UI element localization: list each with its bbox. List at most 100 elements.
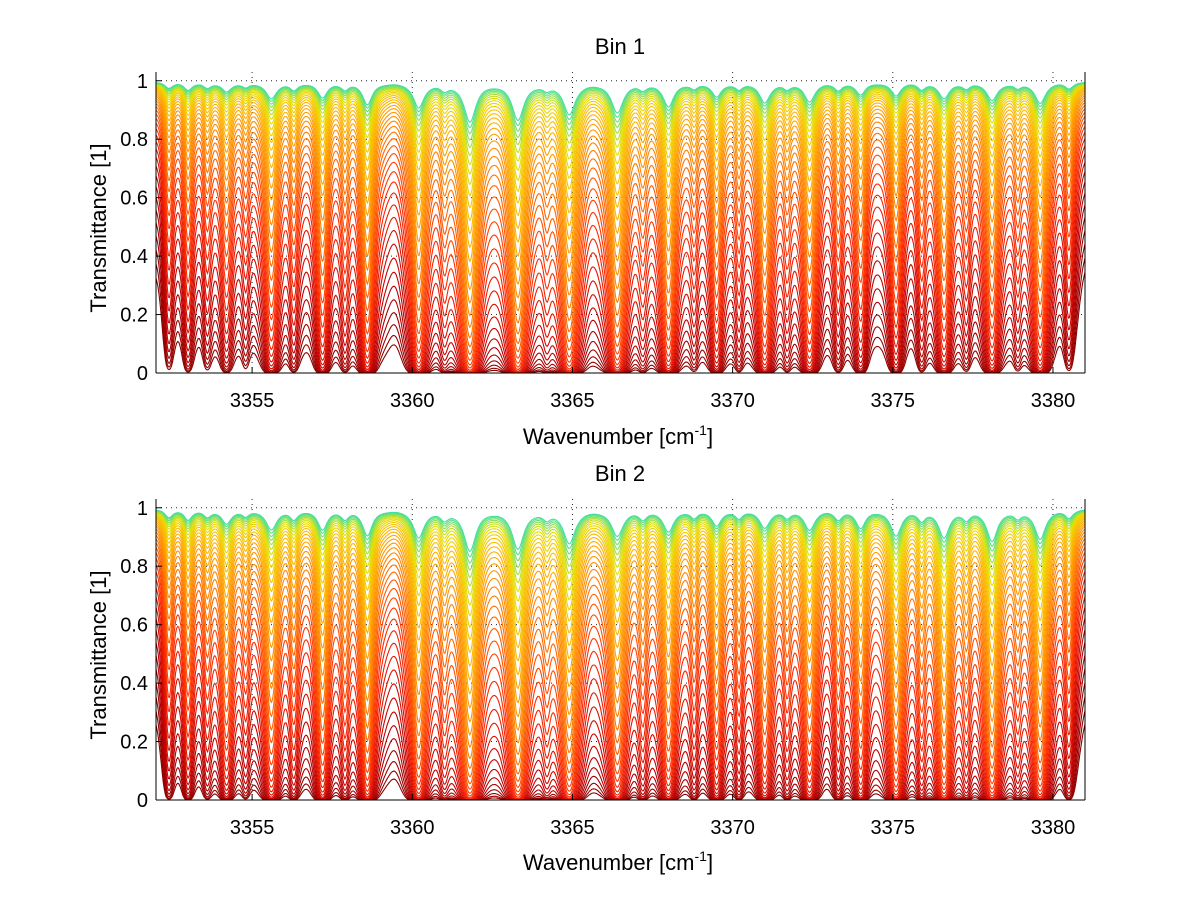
- series-line: [155, 596, 1086, 801]
- series-line: [155, 108, 1086, 348]
- series-line: [155, 510, 1086, 564]
- series-line: [155, 564, 1086, 797]
- series-line: [155, 513, 1086, 606]
- x-tick-label: 3360: [390, 390, 435, 412]
- y-tick-label: 0: [137, 790, 148, 812]
- series-line: [155, 557, 1086, 794]
- panel-bin-1: Bin 1 3355 3360 3365 3370 3375 3380 0 0.2 0.4 0.6…: [86, 34, 1086, 449]
- series-line: [155, 510, 1086, 571]
- x-tick-label: 3360: [390, 817, 435, 839]
- series-line: [155, 513, 1086, 617]
- series-line: [155, 552, 1086, 790]
- series-line: [155, 517, 1086, 654]
- x-axis-label-superscript: -1: [695, 422, 708, 438]
- x-axis-label: Wavenumber [cm-1]: [523, 422, 713, 449]
- series-line: [155, 95, 1086, 291]
- y-axis-label: Transmittance [1]: [86, 143, 111, 312]
- series-line: [155, 90, 1086, 249]
- series-group: [155, 509, 1086, 801]
- series-line: [155, 515, 1086, 641]
- series-line: [155, 531, 1086, 749]
- panel-title: Bin 1: [595, 34, 645, 59]
- series-line: [155, 91, 1086, 263]
- series-line: [155, 116, 1086, 361]
- series-line: [155, 534, 1086, 760]
- series-line: [155, 526, 1086, 723]
- series-line: [155, 538, 1086, 770]
- y-axis-label: Transmittance [1]: [86, 570, 111, 739]
- y-tick-label: 0.4: [120, 246, 148, 268]
- series-line: [155, 97, 1086, 304]
- series-line: [155, 131, 1086, 371]
- y-tick-label: 0.6: [120, 615, 148, 637]
- x-tick-label: 3370: [710, 817, 755, 839]
- series-line: [155, 145, 1086, 373]
- series-line: [155, 99, 1086, 317]
- x-tick-label: 3370: [710, 390, 755, 412]
- x-tick-label: 3355: [230, 390, 275, 412]
- x-tick-label: 3380: [1031, 817, 1076, 839]
- series-line: [155, 82, 1086, 129]
- y-tick-label: 0.2: [120, 732, 148, 754]
- series-line: [155, 87, 1086, 209]
- series-line: [155, 523, 1086, 710]
- series-line: [155, 126, 1086, 369]
- series-line: [155, 105, 1086, 339]
- x-tick-label: 3380: [1031, 390, 1076, 412]
- series-line: [155, 521, 1086, 695]
- x-axis-label: Wavenumber [cm-1]: [523, 848, 713, 875]
- axes: [155, 499, 1086, 801]
- series-line: [155, 84, 1086, 166]
- y-tick-label: 0.4: [120, 673, 148, 695]
- y-tick-label: 1: [137, 498, 148, 520]
- ticks: 3355 3360 3365 3370 3375 3380 0 0.2 0.4 0.6 0.8 1: [120, 498, 1075, 839]
- x-axis-label-end: ]: [707, 424, 713, 449]
- series-line: [155, 509, 1086, 552]
- series-line: [155, 86, 1086, 197]
- series-group: [155, 82, 1086, 374]
- series-line: [155, 528, 1086, 736]
- series-line: [155, 571, 1086, 799]
- axes: [155, 72, 1086, 374]
- series-line: [155, 514, 1086, 629]
- series-line: [155, 547, 1086, 785]
- series-line: [155, 153, 1086, 374]
- series-line: [155, 629, 1086, 801]
- series-line: [155, 511, 1086, 587]
- series-line: [155, 102, 1086, 329]
- x-axis-label-end: ]: [707, 850, 713, 875]
- series-line: [155, 82, 1086, 135]
- series-line: [155, 512, 1086, 596]
- series-line: [155, 120, 1086, 366]
- series-line: [155, 83, 1086, 149]
- series-line: [155, 93, 1086, 277]
- y-tick-label: 0.6: [120, 188, 148, 210]
- series-line: [155, 112, 1086, 356]
- series-line: [155, 162, 1086, 374]
- series-line: [155, 83, 1086, 157]
- series-line: [155, 88, 1086, 222]
- series-line: [155, 82, 1086, 123]
- x-tick-label: 3365: [550, 390, 595, 412]
- x-axis-label-main: Wavenumber [cm: [523, 850, 695, 875]
- series-line: [155, 511, 1086, 579]
- x-axis-label-superscript: -1: [695, 848, 708, 864]
- series-line: [155, 509, 1086, 558]
- series-line: [155, 82, 1086, 141]
- ticks: 3355 3360 3365 3370 3375 3380 0 0.2 0.4 0.6 0.8 1: [120, 71, 1075, 412]
- x-tick-label: 3375: [871, 390, 916, 412]
- y-tick-label: 1: [137, 71, 148, 93]
- series-line: [155, 520, 1086, 681]
- panel-bin-2: Bin 2 3355 3360 3365 3370 3375 3380 0 0.2 0.4 0.6…: [86, 461, 1086, 875]
- x-axis-label-main: Wavenumber [cm: [523, 424, 695, 449]
- series-line: [155, 89, 1086, 235]
- series-line: [155, 518, 1086, 667]
- series-line: [155, 606, 1086, 801]
- panel-title: Bin 2: [595, 461, 645, 486]
- y-tick-label: 0.8: [120, 129, 148, 151]
- series-line: [155, 542, 1086, 778]
- series-line: [155, 171, 1086, 374]
- y-tick-label: 0.2: [120, 305, 148, 327]
